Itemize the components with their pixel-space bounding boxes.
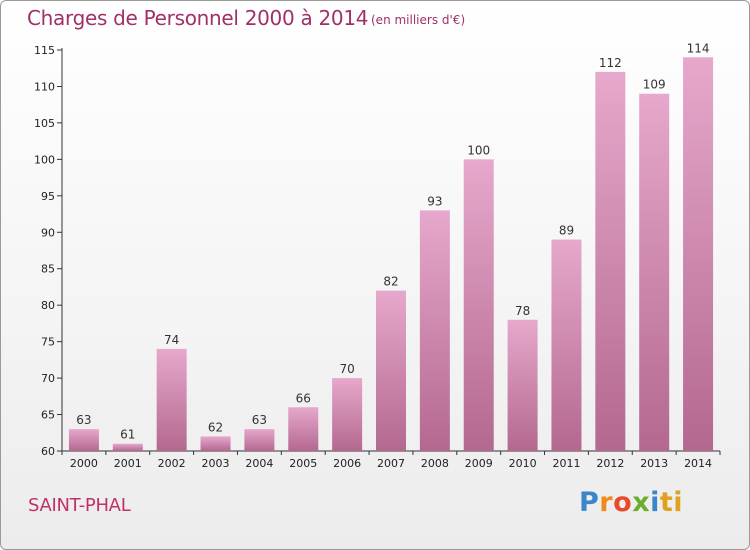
x-tick-label: 2003: [202, 457, 230, 470]
proxiti-logo[interactable]: Proxiti: [579, 487, 683, 518]
x-tick-label: 2005: [289, 457, 317, 470]
data-label: 63: [252, 413, 267, 427]
logo-letter: i: [650, 487, 660, 518]
bar: [507, 319, 538, 451]
bar: [68, 429, 99, 451]
y-tick-label: 110: [34, 80, 55, 93]
chart-axes: 60 65 70 75 80 85 90 95 100 105 110 115: [34, 44, 721, 458]
data-label: 61: [120, 428, 135, 442]
data-label: 66: [296, 391, 311, 405]
chart-title: Charges de Personnel 2000 à 2014: [27, 6, 369, 30]
y-tick-label: 105: [34, 117, 55, 130]
bar: [332, 378, 363, 451]
x-tick-label: 2000: [70, 457, 98, 470]
y-tick-label: 85: [41, 263, 55, 276]
place-name: SAINT-PHAL: [28, 495, 131, 516]
logo-letter: P: [579, 487, 600, 518]
bar: [551, 239, 582, 451]
data-label: 112: [599, 56, 622, 70]
bar: [595, 71, 626, 451]
x-tick-label: 2008: [421, 457, 449, 470]
bar: [156, 348, 187, 451]
x-tick-label: 2009: [465, 457, 493, 470]
data-label: 89: [559, 224, 574, 238]
data-label: 93: [427, 194, 442, 208]
y-tick-label: 80: [41, 299, 55, 312]
chart-subtitle: (en milliers d'€): [371, 13, 466, 27]
chart-labels: 2000 63 2001 61 2002 74 2003 62 2004 63 2005 66 2006…: [70, 41, 712, 470]
logo-letter: ti: [659, 487, 684, 518]
data-label: 82: [383, 275, 398, 289]
x-tick-label: 2006: [333, 457, 361, 470]
data-label: 63: [76, 413, 91, 427]
x-tick-label: 2011: [552, 457, 580, 470]
bar: [639, 93, 670, 451]
y-tick-label: 75: [41, 336, 55, 349]
x-tick-label: 2012: [596, 457, 624, 470]
bar: [200, 436, 231, 451]
data-label: 70: [339, 362, 354, 376]
data-label: 78: [515, 304, 530, 318]
logo-letter: o: [613, 487, 633, 518]
x-tick-label: 2010: [509, 457, 537, 470]
x-tick-label: 2007: [377, 457, 405, 470]
data-label: 109: [643, 78, 666, 92]
x-tick-label: 2014: [684, 457, 712, 470]
x-tick-label: 2002: [158, 457, 186, 470]
y-tick-label: 115: [34, 44, 55, 57]
y-tick-label: 90: [41, 226, 55, 239]
y-tick-label: 65: [41, 409, 55, 422]
data-label: 62: [208, 420, 223, 434]
bar: [288, 407, 319, 451]
y-tick-label: 100: [34, 153, 55, 166]
logo-letter: x: [632, 487, 651, 518]
bar: [376, 290, 406, 451]
y-tick-label: 95: [41, 190, 55, 203]
bar: [112, 443, 143, 451]
x-tick-label: 2001: [114, 457, 142, 470]
chart-bars: [68, 57, 714, 452]
data-label: 114: [687, 41, 710, 55]
bar: [244, 429, 275, 451]
bar: [683, 57, 714, 452]
data-label: 74: [164, 333, 179, 347]
x-tick-label: 2013: [640, 457, 668, 470]
y-tick-label: 70: [41, 372, 55, 385]
bar: [463, 159, 494, 451]
bar: [419, 210, 450, 451]
x-tick-label: 2004: [245, 457, 273, 470]
logo-letter: r: [599, 487, 614, 518]
y-tick-label: 60: [41, 445, 55, 458]
data-label: 100: [467, 143, 490, 157]
